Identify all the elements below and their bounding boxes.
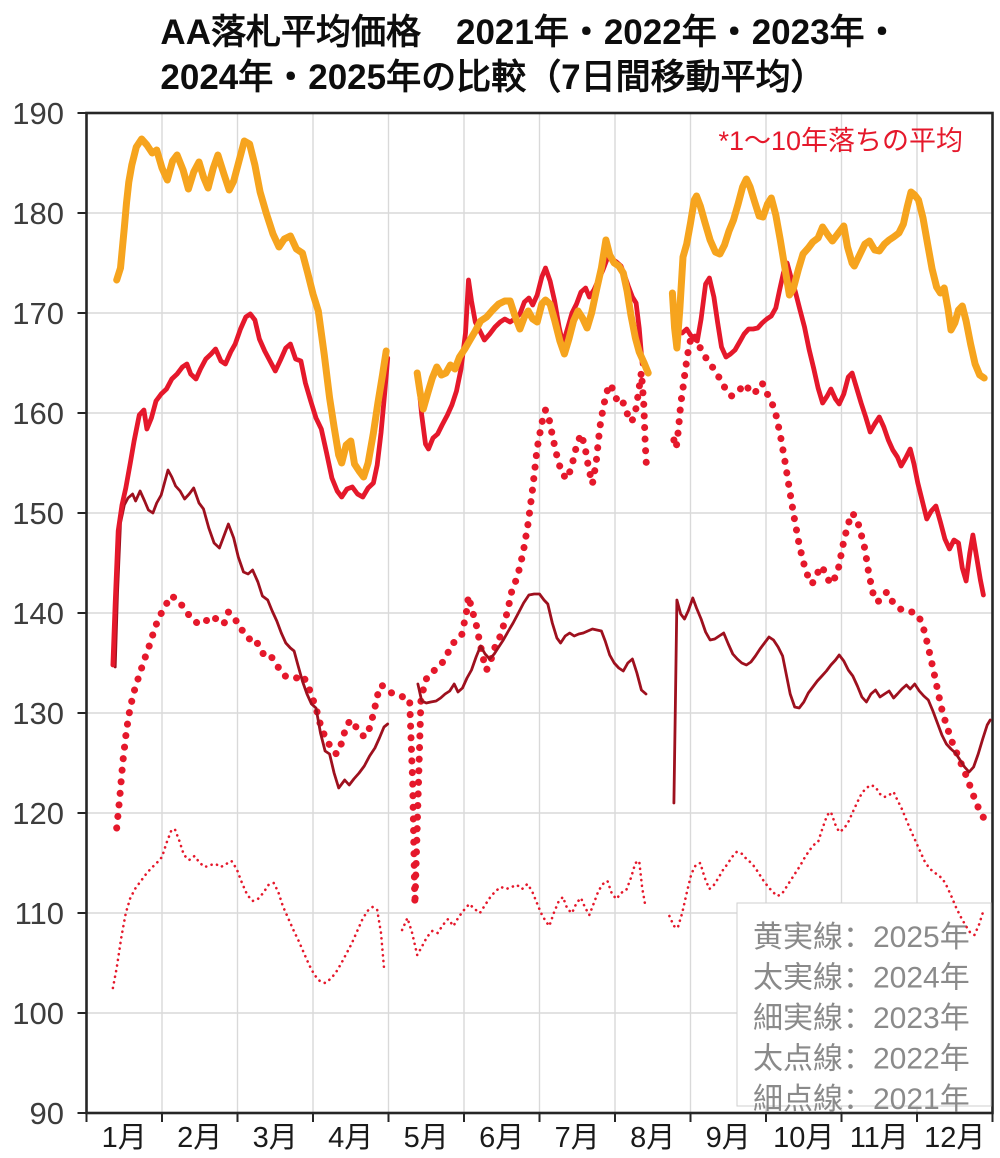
series-line-2025年	[113, 135, 390, 481]
y-axis-labels: 90 100 110 120 130 140 150 160 170 180 190	[12, 96, 64, 1131]
series-line-2023年	[416, 592, 648, 705]
y-axis-label: 130	[12, 696, 64, 731]
x-axis-label: 1月	[102, 1122, 147, 1153]
y-axis-label: 160	[12, 396, 64, 431]
axis-ticks	[77, 112, 994, 1122]
series-line-2025年	[413, 236, 652, 413]
x-axis-label: 2月	[177, 1122, 222, 1153]
y-axis-label: 90	[30, 1096, 64, 1131]
series-line-2023年	[113, 468, 390, 790]
x-axis-label: 6月	[479, 1122, 524, 1153]
legend-item: 太実線：2024年	[753, 962, 970, 995]
y-axis-label: 110	[15, 896, 64, 931]
series-line-2021年	[400, 859, 647, 957]
chart-title-line2: 2024年・2025年の比較（7日間移動平均）	[160, 58, 825, 97]
legend-box	[736, 902, 992, 1107]
series-line-2024年	[679, 260, 986, 598]
x-axis-labels: 1月 2月 3月 4月 5月 6月 7月 8月 9月 10月 11月 12月	[102, 1122, 986, 1154]
x-axis-label: 5月	[404, 1122, 449, 1153]
legend-item: 太点線：2022年	[753, 1043, 970, 1076]
plot-border	[85, 111, 994, 1115]
legend-item: 細点線：2021年	[753, 1083, 970, 1116]
x-axis-label: 8月	[630, 1122, 675, 1153]
data-series	[110, 135, 992, 990]
series-line-2021年	[668, 783, 985, 937]
y-axis-label: 190	[12, 96, 64, 131]
x-axis-label: 7月	[555, 1122, 600, 1153]
annotation-note: *1～10年落ちの平均	[718, 126, 963, 156]
series-line-2024年	[415, 255, 645, 452]
x-axis-label: 11月	[850, 1122, 909, 1153]
x-axis-label: 9月	[706, 1122, 751, 1153]
series-line-2024年	[110, 311, 391, 668]
y-axis-label: 180	[12, 196, 64, 231]
series-line-2021年	[111, 827, 386, 990]
y-axis-label: 170	[12, 296, 64, 331]
legend-item: 黄実線：2025年	[753, 921, 970, 954]
x-axis-label: 4月	[328, 1122, 373, 1153]
x-axis-label: 3月	[253, 1122, 298, 1153]
x-axis-label: 12月	[924, 1122, 985, 1153]
series-line-2022年	[113, 368, 651, 909]
y-axis-label: 140	[12, 596, 64, 631]
series-line-2025年	[668, 175, 988, 382]
series-line-2022年	[670, 330, 989, 824]
y-axis-label: 100	[12, 996, 64, 1031]
y-axis-label: 120	[12, 796, 64, 831]
legend-item: 細実線：2023年	[753, 1002, 970, 1035]
chart-legend: 黄実線：2025年太実線：2024年細実線：2023年太点線：2022年細点線：…	[736, 902, 992, 1116]
x-axis-label: 10月	[773, 1122, 834, 1153]
series-line-2023年	[672, 596, 992, 805]
y-axis-label: 150	[12, 496, 64, 531]
chart-title-line1: AA落札平均価格 2021年・2022年・2023年・	[160, 13, 899, 52]
